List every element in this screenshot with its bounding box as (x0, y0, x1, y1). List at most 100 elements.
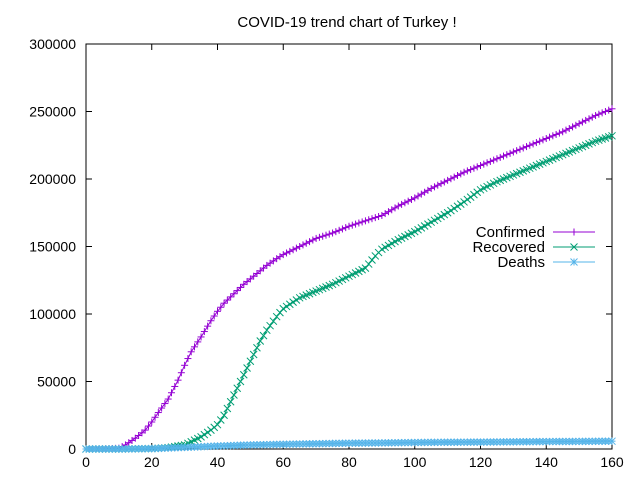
data-point (279, 251, 287, 259)
data-point (529, 140, 537, 148)
data-point (519, 144, 527, 152)
series-markers (82, 437, 616, 453)
data-point (565, 125, 573, 133)
data-point (381, 210, 389, 218)
data-point (371, 214, 379, 222)
x-tick-label: 100 (403, 454, 427, 470)
x-tick-label: 140 (535, 454, 559, 470)
data-point (325, 230, 333, 238)
data-point (466, 193, 475, 201)
data-point (401, 199, 409, 207)
data-point (217, 303, 225, 311)
data-point (473, 188, 482, 197)
data-point (174, 376, 182, 384)
data-point (608, 131, 616, 140)
x-tick-label: 80 (341, 454, 357, 470)
series-markers (82, 105, 616, 453)
data-point (220, 411, 228, 420)
data-point (437, 180, 445, 188)
data-point (598, 109, 606, 117)
x-tick-label: 20 (144, 454, 160, 470)
data-point (388, 206, 396, 214)
data-point (417, 190, 425, 198)
series-confirmed (82, 105, 616, 453)
data-point (216, 416, 225, 424)
data-point (552, 130, 560, 138)
data-point (477, 162, 484, 169)
data-point (368, 215, 376, 223)
data-point (456, 200, 465, 208)
data-point (213, 420, 222, 429)
data-point (585, 115, 593, 123)
data-point (444, 176, 452, 184)
legend-label: Recovered (472, 239, 545, 256)
data-point (259, 331, 268, 340)
data-point (256, 337, 265, 345)
data-point (332, 228, 340, 236)
data-point (345, 222, 353, 230)
data-point (391, 204, 399, 212)
data-point (286, 247, 294, 255)
data-point (207, 317, 215, 325)
data-point (364, 260, 373, 268)
legend-marker (570, 243, 578, 251)
data-point (378, 211, 386, 219)
data-point (460, 168, 468, 176)
data-point (154, 409, 162, 417)
data-point (555, 129, 563, 137)
data-point (233, 384, 242, 393)
y-tick-label: 200000 (29, 171, 76, 187)
data-point (503, 151, 511, 159)
series-line (86, 108, 613, 450)
data-point (151, 413, 159, 421)
data-point (226, 397, 235, 406)
data-point (398, 200, 406, 208)
data-point (595, 110, 603, 118)
data-point (569, 123, 577, 131)
series-layer (82, 105, 616, 453)
data-point (493, 155, 501, 163)
data-point (210, 312, 218, 320)
data-point (430, 183, 438, 191)
data-point (404, 197, 412, 205)
data-point (302, 239, 310, 247)
data-point (141, 426, 149, 434)
data-point (338, 225, 346, 233)
data-point (292, 296, 301, 304)
data-point (312, 234, 320, 242)
data-point (230, 391, 238, 399)
data-point (539, 136, 547, 144)
data-point (467, 166, 475, 174)
data-point (592, 112, 600, 120)
data-point (365, 216, 373, 224)
data-point (509, 148, 517, 156)
y-tick-label: 150000 (29, 239, 76, 255)
data-point (490, 156, 498, 164)
data-point (315, 233, 323, 241)
data-point (572, 121, 580, 129)
data-point (578, 118, 586, 126)
data-point (266, 321, 274, 330)
data-point (496, 153, 504, 161)
data-point (411, 194, 419, 202)
data-point (447, 175, 455, 183)
data-point (237, 283, 245, 291)
data-point (276, 308, 284, 317)
data-point (292, 244, 300, 252)
data-point (500, 152, 508, 160)
data-point (220, 299, 228, 307)
data-point (463, 167, 471, 175)
data-point (463, 195, 472, 204)
data-point (601, 108, 609, 115)
data-point (148, 418, 156, 426)
data-point (546, 133, 554, 141)
data-point (453, 202, 462, 211)
data-point (233, 287, 241, 295)
data-point (203, 428, 212, 437)
data-point (299, 241, 307, 249)
data-point (450, 173, 458, 181)
data-point (470, 164, 478, 172)
data-point (177, 369, 185, 377)
data-point (575, 120, 583, 128)
data-point (249, 350, 258, 359)
